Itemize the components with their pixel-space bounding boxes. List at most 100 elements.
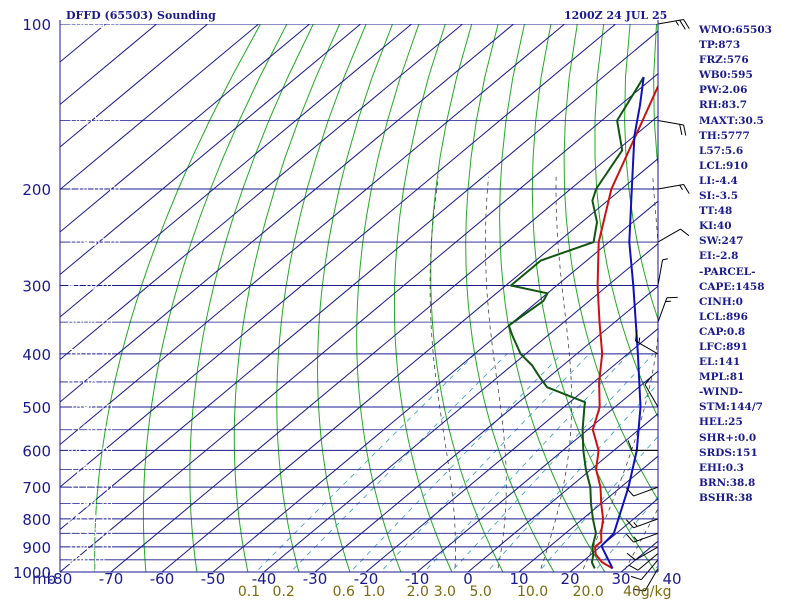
dry-adiabat	[189, 24, 314, 572]
wind-barb-feather	[626, 552, 636, 561]
index-item: SHR+:0.0	[699, 431, 757, 444]
mixing-ratio-label: 0.2	[273, 584, 295, 600]
dry-adiabat	[94, 24, 261, 572]
height-label: 3173 m	[67, 480, 113, 494]
temperature-tick-label: -30	[303, 570, 328, 588]
height-label: 10930 m	[67, 235, 121, 249]
isotherm	[60, 24, 310, 233]
mixing-ratio-line	[450, 353, 654, 572]
isotherm	[467, 413, 658, 572]
mixing-ratio-line	[538, 435, 658, 572]
pressure-axis-label: mb	[32, 570, 56, 588]
index-item: KI:40	[699, 220, 732, 233]
moist-adiabat	[429, 176, 456, 572]
wind-barb-half-feather	[633, 522, 638, 527]
index-item: SI:-3.5	[699, 190, 738, 203]
wind-barb-feather	[683, 124, 687, 136]
dry-adiabat	[499, 24, 606, 572]
isotherm	[518, 455, 658, 572]
wind-barb-feather	[628, 564, 639, 571]
dry-adiabat	[465, 24, 555, 572]
index-item: TP:873	[699, 39, 741, 52]
mixing-ratio-label: 2.0	[407, 584, 429, 600]
wind-barb-staff	[644, 384, 659, 408]
mixing-ratio-line	[349, 353, 562, 572]
wind-barb-feather	[634, 330, 638, 342]
height-label: 1535 m	[67, 526, 113, 540]
mixing-ratio-lines	[255, 353, 658, 572]
index-item: WMO:65503	[699, 24, 772, 36]
temperature-tick-label: -60	[150, 570, 175, 588]
wind-barb-staff	[633, 486, 659, 497]
mixing-ratio-line	[486, 383, 658, 572]
wind-barb-feather	[644, 375, 653, 385]
index-item: MAXT:30.5	[699, 114, 764, 127]
isotherm	[60, 24, 412, 318]
mixing-ratio-label: 40g/kg	[623, 584, 671, 600]
dry-adiabat	[594, 24, 658, 419]
height-label: 12470 m	[67, 182, 121, 196]
temperature-tick-label: -40	[252, 570, 277, 588]
temperature-tick-label: -50	[201, 570, 226, 588]
dry-adiabat	[356, 24, 420, 572]
indices-panel: WMO:65503 TP:873 FRZ:576 WB0:595 PW:2.06 RH:8…	[699, 23, 772, 506]
isotherm	[416, 370, 658, 572]
height-label: 2052 m	[67, 512, 113, 526]
isotherm	[60, 24, 259, 191]
wind-barb-staff	[657, 120, 684, 126]
height-label: 5136 m	[67, 423, 113, 437]
isotherm	[263, 243, 658, 572]
temperature-tick-label: 20	[560, 570, 579, 588]
wind-barb-feather	[626, 519, 634, 529]
dry-adiabat	[233, 24, 341, 572]
wind-barb-staff	[657, 228, 681, 243]
mixing-ratio-label: 3.0	[434, 584, 456, 600]
index-item: L57:5.6	[699, 144, 744, 157]
height-label: 7610 m	[67, 347, 113, 361]
isotherm	[60, 30, 658, 531]
index-item: CINH:0	[699, 295, 743, 308]
height-label: 5890 m	[67, 400, 113, 414]
temperature-tick-label: 10	[509, 570, 528, 588]
height-label: 14200 m	[67, 113, 121, 127]
mixing-ratio-line	[290, 353, 508, 572]
index-item: BRN:38.8	[699, 476, 756, 489]
height-label: 3784 m	[67, 462, 113, 476]
index-item: LCL:896	[699, 310, 748, 323]
wind-barb-staff	[657, 259, 664, 286]
moist-adiabat	[484, 176, 507, 572]
station-title: DFFD (65503) Sounding	[66, 9, 216, 22]
pressure-tick-label: 1000	[13, 564, 51, 582]
wind-barb-feather	[683, 184, 690, 194]
index-item: -PARCEL-	[699, 265, 756, 278]
index-item: CAPE:1458	[699, 280, 765, 293]
height-label: 16620 m	[67, 17, 121, 31]
profiles	[507, 76, 658, 570]
dry-adiabat	[142, 24, 288, 572]
index-item: FRZ:576	[699, 54, 749, 67]
wind-barb-feather	[679, 19, 686, 30]
wind-barb-feather	[626, 487, 634, 497]
dry-adiabat	[789, 24, 800, 584]
mixing-ratio-label: 10.0	[517, 584, 548, 600]
temperature-tick-label: -10	[405, 570, 430, 588]
temperature-tick-label: -20	[354, 570, 379, 588]
mixing-ratio-label: 20.0	[573, 584, 604, 600]
wind-barb-feather	[630, 575, 642, 581]
height-label: 9720 m	[67, 278, 113, 292]
index-item: LCL:910	[699, 159, 748, 172]
index-item: PW:2.06	[699, 84, 748, 97]
height-label: 566 m	[67, 553, 105, 567]
height-labels: 16620 m 14200 m 12470 m 10930 m 9720 m 8604 m…	[67, 17, 121, 579]
wind-barb-half-feather	[633, 536, 638, 542]
temperature-tick-label: -80	[48, 570, 73, 588]
wind-barb-feather	[680, 228, 690, 237]
dry-adiabat	[316, 24, 393, 572]
isotherm	[60, 24, 565, 446]
index-item: CAP:0.8	[699, 325, 746, 338]
wind-barb-feather	[626, 533, 634, 543]
isotherm	[60, 24, 208, 148]
index-item: STM:144/7	[699, 401, 763, 414]
isotherm	[212, 200, 658, 572]
